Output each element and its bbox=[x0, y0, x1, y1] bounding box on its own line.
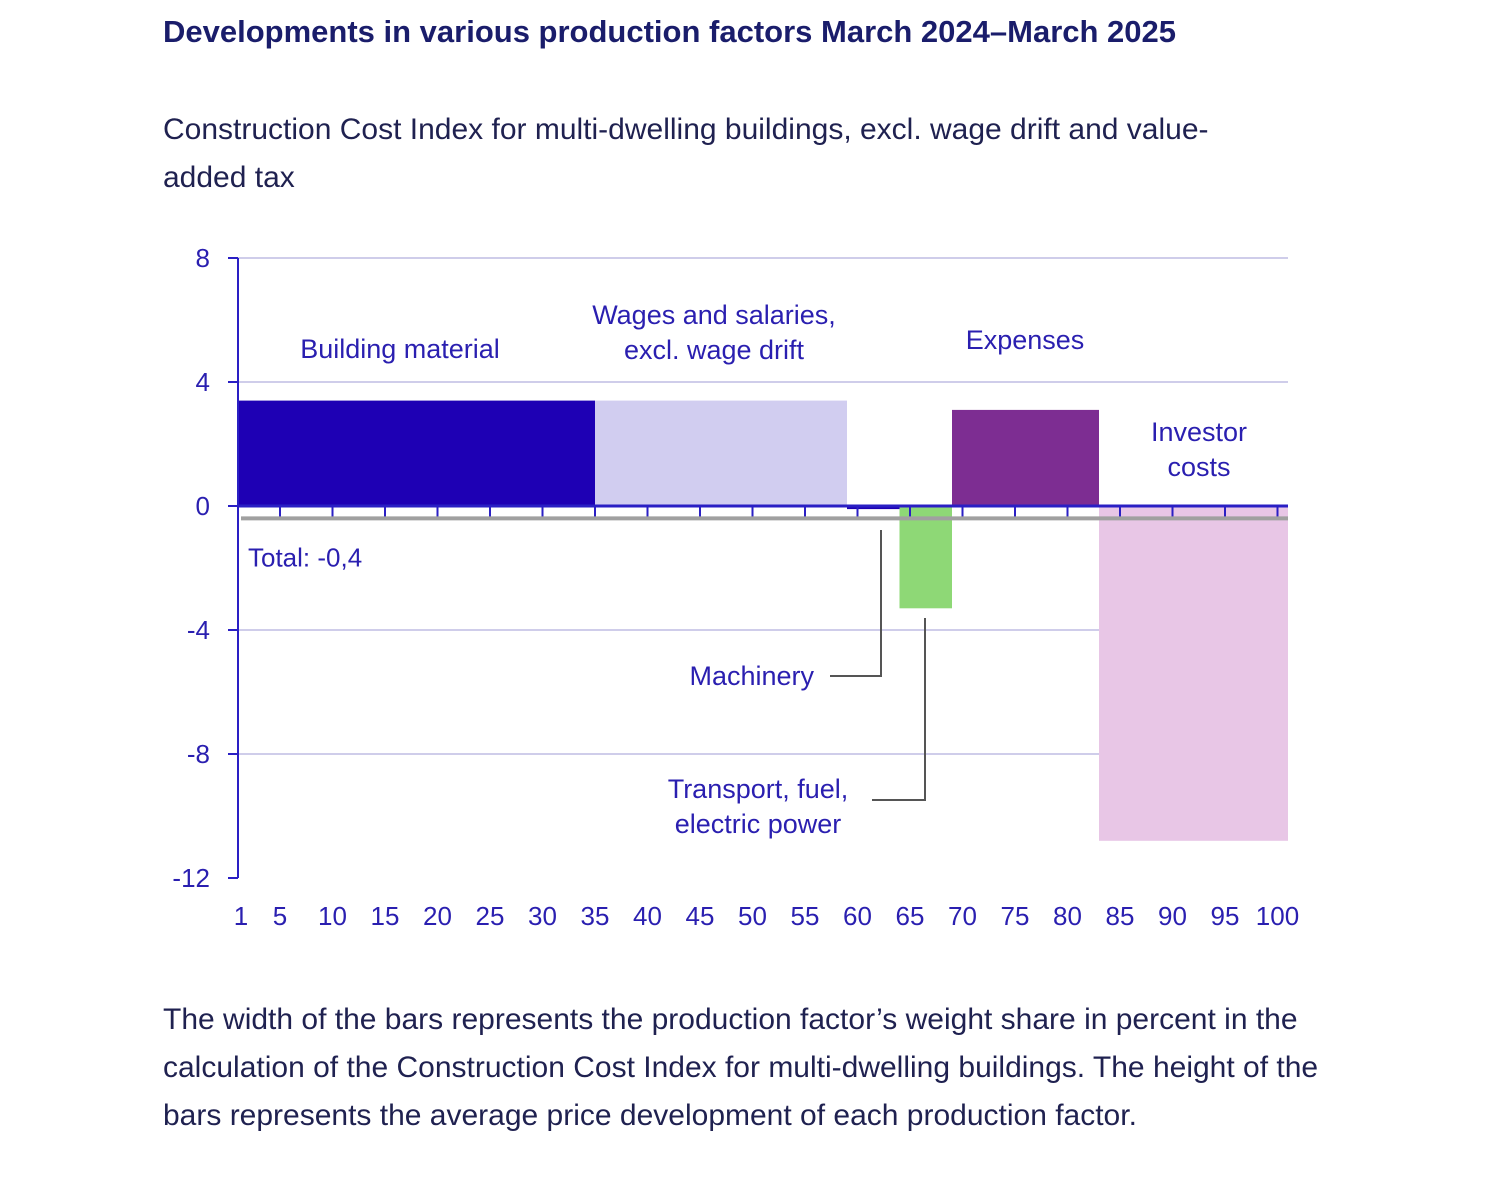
x-tick-label: 20 bbox=[423, 901, 452, 931]
chart-title: Developments in various production facto… bbox=[163, 14, 1177, 49]
y-tick-label: -8 bbox=[187, 739, 210, 769]
leader-line bbox=[872, 618, 926, 801]
x-tick-label: 55 bbox=[791, 901, 820, 931]
x-tick-label: 45 bbox=[686, 901, 715, 931]
x-tick-label: 85 bbox=[1106, 901, 1135, 931]
series-label: Building material bbox=[300, 334, 500, 364]
x-tick-label: 95 bbox=[1211, 901, 1240, 931]
series-label: Investor costs bbox=[1151, 417, 1247, 482]
bar-building-material bbox=[238, 400, 595, 506]
series-label: Machinery bbox=[689, 661, 814, 691]
series-label: Transport, fuel, electric power bbox=[668, 774, 849, 839]
y-tick-label: 0 bbox=[196, 491, 210, 521]
y-tick-label: -4 bbox=[187, 615, 210, 645]
tick-labels: 840-4-8-121 5 10 15 20 25 30 35 40 45 50 55 60 65 70 75… bbox=[172, 243, 1299, 931]
series-labels: Building material Wages and salaries, excl… bbox=[300, 300, 1247, 839]
x-tick-label: 40 bbox=[633, 901, 662, 931]
x-tick-label: 50 bbox=[738, 901, 767, 931]
bars bbox=[238, 400, 1288, 841]
x-tick-label: 30 bbox=[528, 901, 557, 931]
x-tick-label: 70 bbox=[948, 901, 977, 931]
x-tick-label: 100 bbox=[1256, 901, 1299, 931]
x-tick-label: 65 bbox=[896, 901, 925, 931]
y-tick-label: -12 bbox=[172, 863, 210, 893]
y-tick-label: 8 bbox=[196, 243, 210, 273]
axes bbox=[228, 257, 1288, 879]
bar-transport-fuel-electric-power bbox=[899, 506, 952, 609]
x-tick-label: 10 bbox=[318, 901, 347, 931]
series-label: Expenses bbox=[966, 325, 1085, 355]
x-tick-label: 1 bbox=[234, 901, 248, 931]
x-tick-label: 60 bbox=[843, 901, 872, 931]
x-tick-label: 25 bbox=[476, 901, 505, 931]
total-label: Total: -0,4 bbox=[248, 542, 362, 572]
x-tick-label: 80 bbox=[1053, 901, 1082, 931]
total-marker: Total: -0,4 bbox=[241, 516, 1288, 572]
bar-expenses bbox=[952, 409, 1099, 506]
x-tick-label: 35 bbox=[581, 901, 610, 931]
bar-investor-costs bbox=[1099, 506, 1288, 841]
leader-line bbox=[830, 530, 882, 677]
x-tick-label: 15 bbox=[371, 901, 400, 931]
chart-footnote: The width of the bars represents the pro… bbox=[163, 1003, 1319, 1132]
series-label: Wages and salaries, excl. wage drift bbox=[592, 300, 836, 365]
y-tick-label: 4 bbox=[196, 367, 210, 397]
bar-machinery bbox=[847, 506, 900, 510]
x-tick-label: 90 bbox=[1158, 901, 1187, 931]
bar-wages-and-salaries-excl-wage-drift bbox=[595, 400, 847, 506]
x-tick-label: 5 bbox=[273, 901, 287, 931]
x-tick-label: 75 bbox=[1001, 901, 1030, 931]
chart-subtitle: Construction Cost Index for multi-dwelli… bbox=[163, 113, 1209, 194]
